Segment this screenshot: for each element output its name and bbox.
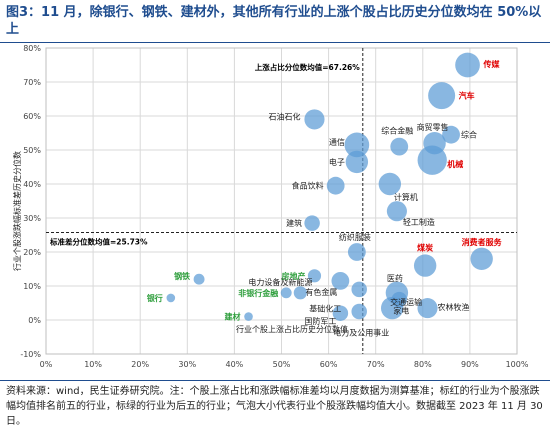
bubble-point xyxy=(331,272,350,290)
bubble-label: 商贸零售 xyxy=(417,122,449,132)
bubble-label: 汽车 xyxy=(459,91,475,101)
bubble-label: 轻工制造 xyxy=(403,217,435,227)
bubble-point xyxy=(193,273,205,285)
bubble-label: 石油石化 xyxy=(268,111,300,121)
bubble-point xyxy=(304,109,325,130)
bubble-label: 计算机 xyxy=(394,192,418,202)
bubble-point xyxy=(386,201,407,222)
bubble-point xyxy=(347,243,366,261)
bubble-point xyxy=(423,132,446,155)
bubble-label: 纺织服装 xyxy=(339,232,371,242)
bubble-point xyxy=(345,150,369,174)
bubble-point xyxy=(351,303,367,320)
bubble-label: 交通运输 xyxy=(390,297,422,307)
bubble-label: 煤炭 xyxy=(417,243,433,253)
y-tick-label: 50% xyxy=(23,146,41,155)
y-tick-label: 0% xyxy=(28,316,41,325)
bubble-label: 传媒 xyxy=(483,59,501,69)
bubble-chart: 0% 10% 20% 30% 40% 50% 60% 70% 80% 90% 100%-10%0%1… xyxy=(12,44,529,369)
bubble-point xyxy=(455,52,480,78)
bubble-label: 医药 xyxy=(387,273,403,283)
bubble-label: 通信 xyxy=(329,137,345,147)
bubble-point xyxy=(413,254,437,277)
bubble-point xyxy=(293,286,307,300)
bubble-point xyxy=(442,125,460,144)
y-tick-label: 30% xyxy=(23,214,41,223)
y-tick-label: 20% xyxy=(23,248,41,257)
y-tick-label: 80% xyxy=(23,44,41,53)
bubble-point xyxy=(470,247,493,270)
bubble-label: 有色金属 xyxy=(305,287,337,297)
y-tick-label: 40% xyxy=(23,180,41,189)
bubble-point xyxy=(417,298,438,319)
y-tick-label: 10% xyxy=(23,282,41,291)
x-tick-label: 100% xyxy=(506,360,529,369)
bubble-label: 建筑 xyxy=(286,218,302,228)
bubble-point xyxy=(378,172,402,196)
footer-rule xyxy=(0,380,550,381)
bubble-label: 电力及公用事业 xyxy=(333,328,389,338)
mean-std-label: 标准差分位数均值=25.73% xyxy=(49,237,148,247)
bubble-point xyxy=(166,293,176,303)
x-axis-label: 行业个股上涨占比历史分位数值 xyxy=(236,324,348,334)
bubble-point xyxy=(304,215,320,231)
bubble-label: 电子 xyxy=(329,157,345,167)
bubble-label: 银行 xyxy=(146,293,163,303)
bubble-label: 房地产 xyxy=(281,271,305,281)
x-tick-label: 40% xyxy=(226,360,244,369)
bubble-label: 食品饮料 xyxy=(292,181,324,191)
y-axis-label: 行业个股涨跌幅标准差历史分位数 xyxy=(12,151,22,271)
bubble-point xyxy=(344,132,370,158)
x-tick-label: 90% xyxy=(461,360,479,369)
bubble-point xyxy=(332,305,349,321)
bubble-label: 综合金融 xyxy=(381,126,413,136)
figure-title: 图3：11 月，除银行、钢铁、建材外，其他所有行业的上涨个股占比历史分位数均在 … xyxy=(6,5,542,37)
bubble-label: 基础化工 xyxy=(309,303,341,313)
bubble-point xyxy=(391,291,407,308)
bubble-label: 非银行金融 xyxy=(238,288,278,298)
x-tick-label: 10% xyxy=(84,360,102,369)
bubble-point xyxy=(390,137,409,156)
bubble-point xyxy=(351,281,367,298)
bubble-label: 消费者服务 xyxy=(462,237,503,247)
bubble-label: 综合 xyxy=(461,130,477,140)
x-tick-label: 20% xyxy=(131,360,149,369)
y-tick-label: -10% xyxy=(20,350,41,359)
x-tick-label: 50% xyxy=(273,360,291,369)
x-tick-label: 80% xyxy=(414,360,432,369)
y-tick-label: 60% xyxy=(23,112,41,121)
x-tick-label: 30% xyxy=(178,360,196,369)
bubble-label: 机械 xyxy=(447,159,463,169)
bubble-point xyxy=(428,82,456,110)
mean-rise-ratio-label: 上涨占比分位数均值=67.26% xyxy=(255,62,361,72)
bubble-label: 建材 xyxy=(224,312,241,322)
x-tick-label: 0% xyxy=(40,360,53,369)
bubble-label: 电力设备及新能源 xyxy=(248,277,312,287)
bubble-point xyxy=(326,176,345,195)
bubble-label: 农林牧渔 xyxy=(438,302,470,312)
bubble-label: 钢铁 xyxy=(174,271,190,281)
source-note: 资料来源：wind，民生证券研究院。注：个股上涨占比和涨跌幅标准差均以月度数据为… xyxy=(6,386,543,427)
title-rule xyxy=(0,42,550,43)
bubble-point xyxy=(280,287,292,299)
bubble-point xyxy=(244,312,253,321)
bubble-label: 家电 xyxy=(393,306,409,316)
x-tick-label: 70% xyxy=(367,360,385,369)
plot-frame xyxy=(45,47,518,355)
x-tick-label: 60% xyxy=(320,360,338,369)
bubble-label: 国防军工 xyxy=(304,316,336,326)
bubble-point xyxy=(307,269,322,283)
y-tick-label: 70% xyxy=(23,78,41,87)
